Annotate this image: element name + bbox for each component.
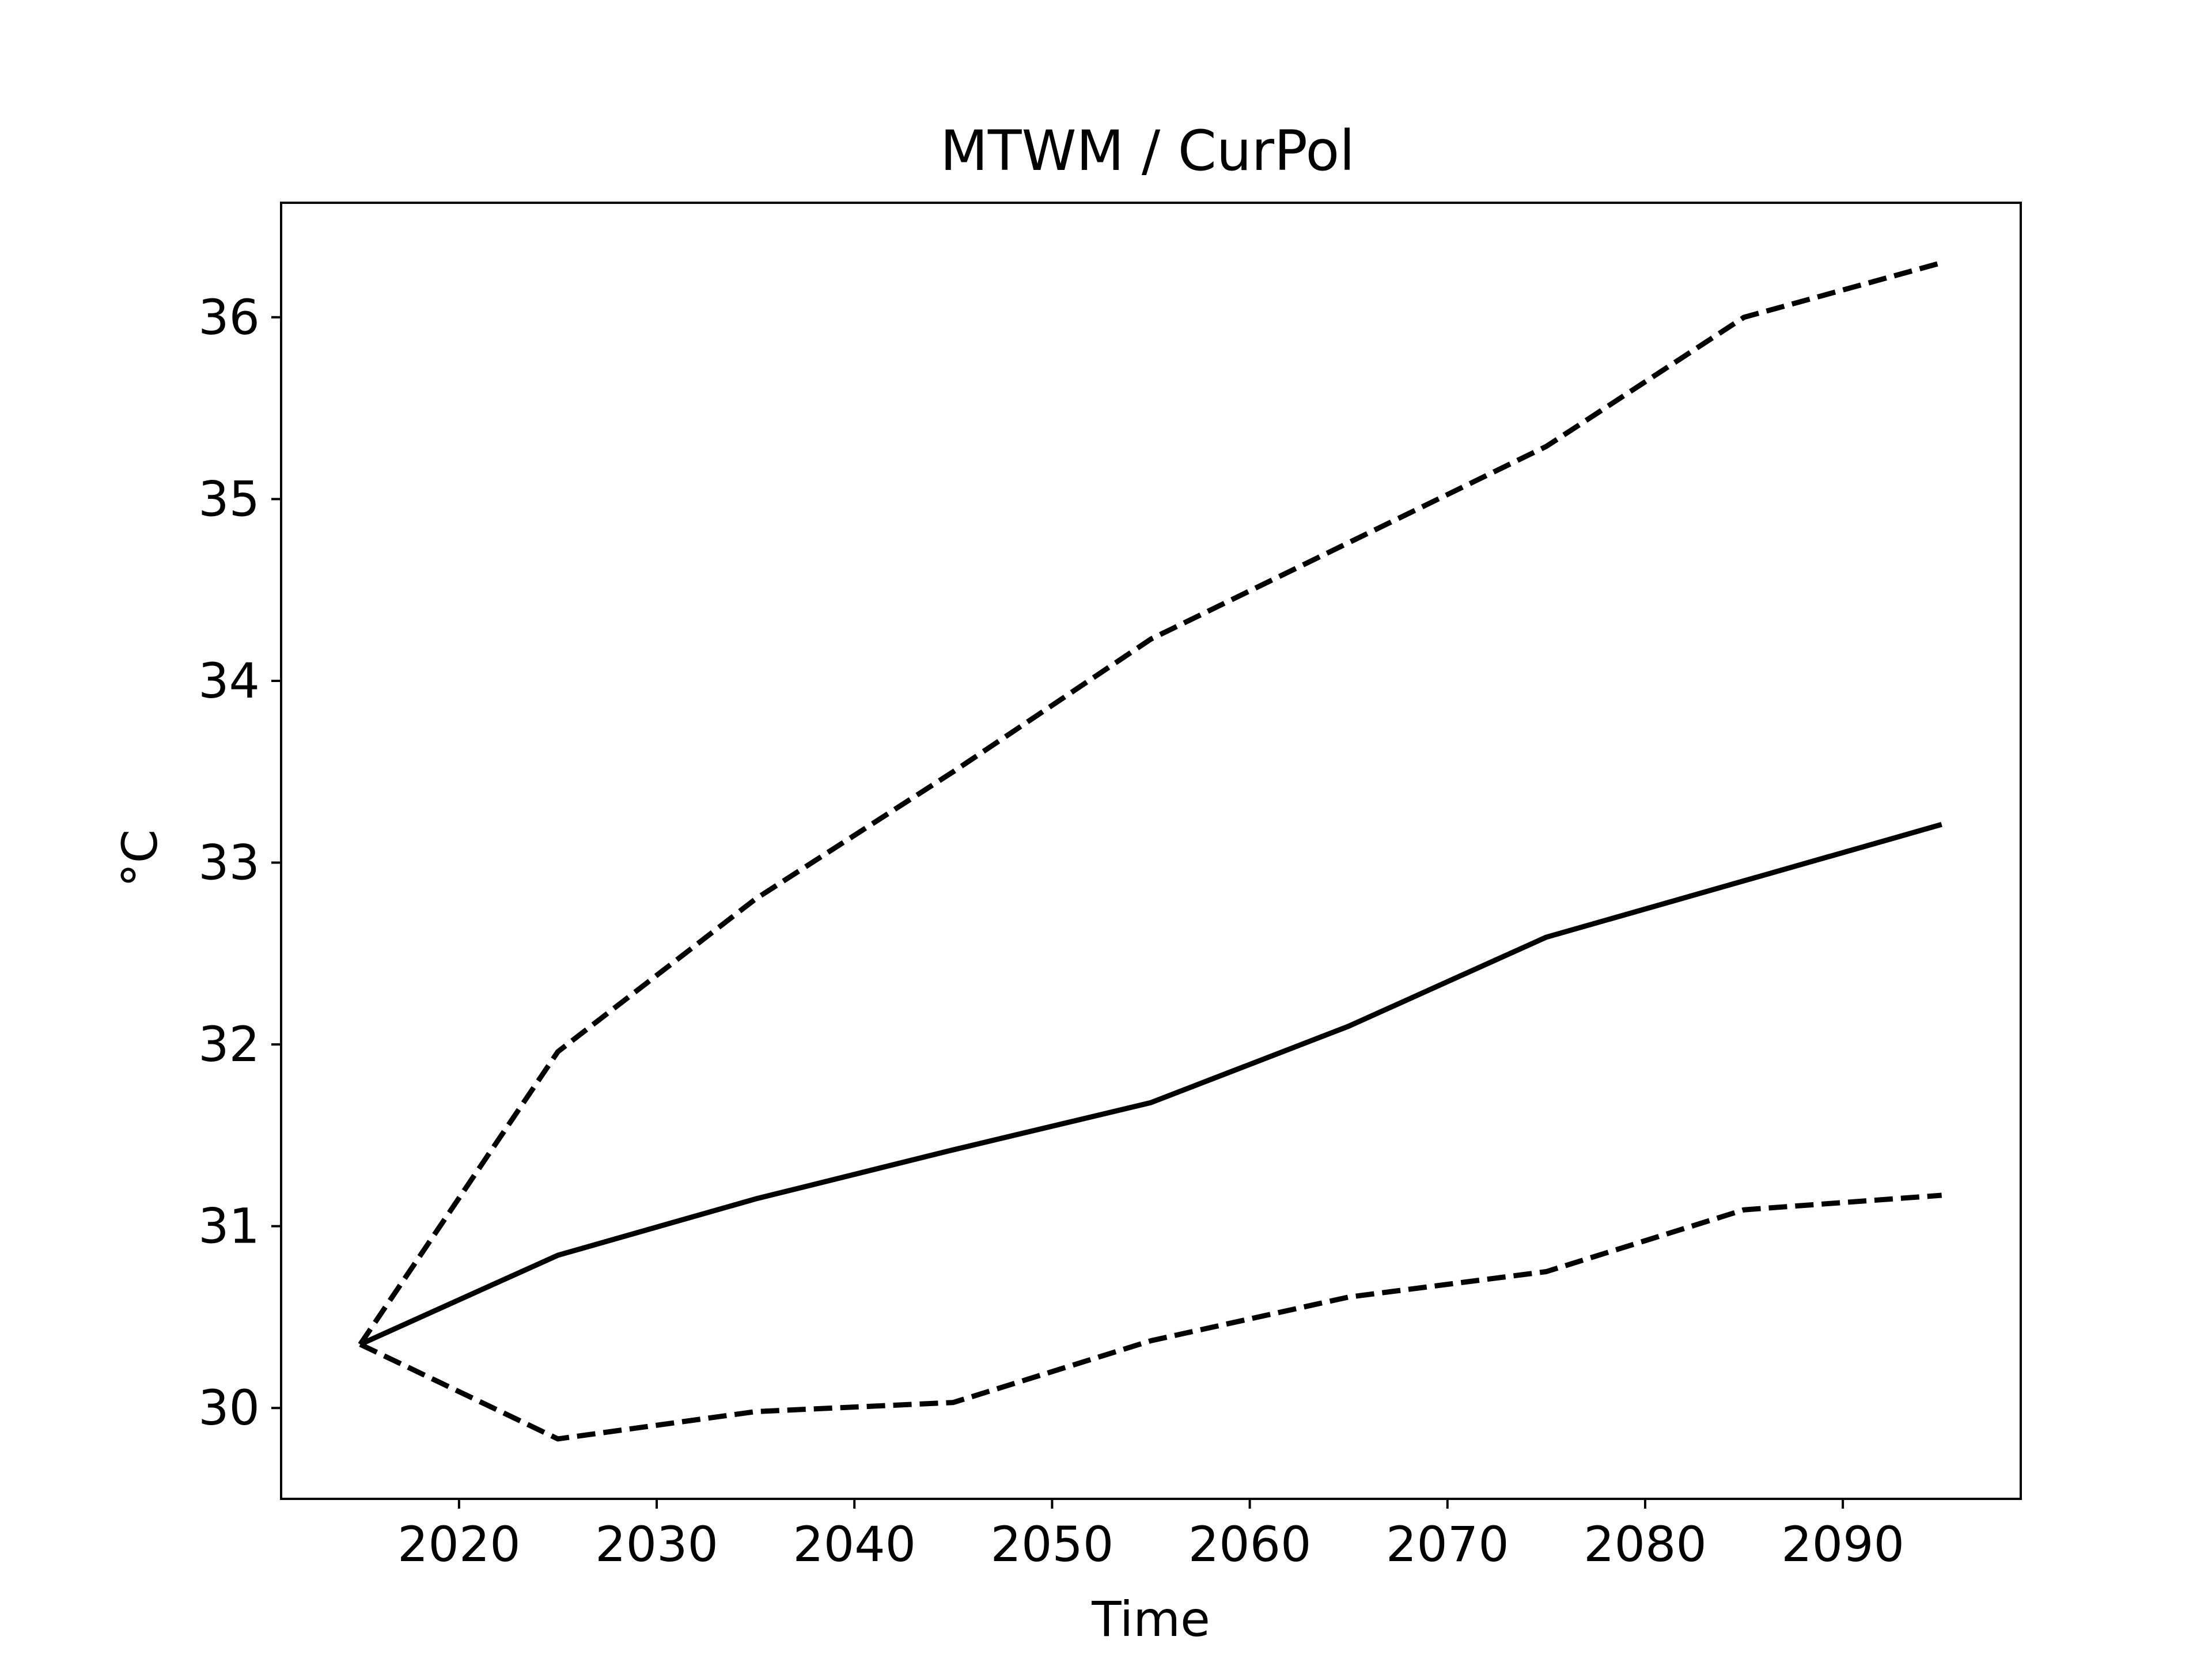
x-tick-label: 2080 (1584, 1516, 1707, 1573)
y-tick-label: 30 (198, 1380, 260, 1436)
series-line-2-dashed (358, 260, 1942, 1346)
y-tick-label: 36 (198, 289, 260, 346)
y-axis-ticks: 30 31 32 33 34 35 36 (198, 289, 281, 1436)
series-layer (358, 260, 1942, 1442)
x-tick-label: 2070 (1386, 1516, 1509, 1573)
x-tick-label: 2060 (1188, 1516, 1312, 1573)
series-line-3-dashed (359, 1192, 1942, 1442)
chart-title: MTWM / CurPol (940, 119, 1355, 183)
y-tick-label: 32 (198, 1016, 260, 1073)
y-tick-label: 33 (198, 835, 260, 891)
series-line-1-solid (359, 821, 1942, 1347)
plot-area (280, 202, 2022, 1500)
x-tick-label: 2020 (397, 1516, 521, 1573)
x-axis-ticks: 2020 2030 2040 2050 2060 2070 2080 2090 (397, 1499, 1904, 1573)
y-tick-label: 35 (198, 471, 260, 527)
plot-frame (280, 202, 2022, 1500)
y-axis-label: °C (112, 830, 168, 888)
y-tick-label: 34 (198, 653, 260, 709)
y-tick-label: 31 (198, 1198, 260, 1255)
x-tick-label: 2030 (595, 1516, 718, 1573)
x-tick-label: 2090 (1781, 1516, 1904, 1573)
x-tick-label: 2050 (991, 1516, 1114, 1573)
x-tick-label: 2040 (793, 1516, 916, 1573)
x-axis-label: Time (1091, 1591, 1210, 1647)
